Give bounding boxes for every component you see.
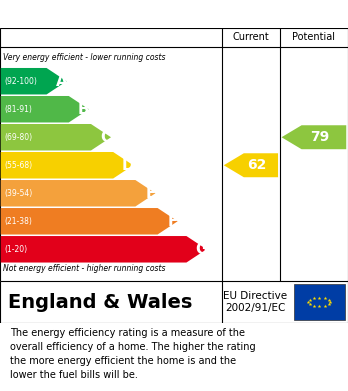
Polygon shape [1,152,133,179]
Text: EU Directive
2002/91/EC: EU Directive 2002/91/EC [223,291,287,313]
Text: England & Wales: England & Wales [8,292,192,312]
Text: 79: 79 [310,130,330,144]
Text: 62: 62 [247,158,267,172]
Text: (21-38): (21-38) [4,217,32,226]
Text: (69-80): (69-80) [4,133,32,142]
Text: F: F [167,214,178,229]
Text: D: D [122,158,135,173]
Polygon shape [1,68,66,95]
Polygon shape [1,124,111,151]
Polygon shape [1,96,89,122]
Polygon shape [1,208,177,235]
Text: C: C [101,130,112,145]
Text: Current: Current [232,32,269,43]
Text: (55-68): (55-68) [4,161,32,170]
Text: Very energy efficient - lower running costs: Very energy efficient - lower running co… [3,53,166,62]
Text: A: A [56,74,68,89]
Text: Energy Efficiency Rating: Energy Efficiency Rating [10,5,239,23]
Text: The energy efficiency rating is a measure of the
overall efficiency of a home. T: The energy efficiency rating is a measur… [10,328,256,380]
Bar [294,284,345,319]
Polygon shape [282,125,346,149]
Text: E: E [145,186,156,201]
Text: Potential: Potential [292,32,335,43]
Text: G: G [195,242,208,257]
Text: (1-20): (1-20) [4,245,27,254]
Text: B: B [78,102,90,117]
Text: Not energy efficient - higher running costs: Not energy efficient - higher running co… [3,264,166,273]
Polygon shape [1,180,156,206]
Text: (92-100): (92-100) [4,77,37,86]
Text: (81-91): (81-91) [4,105,32,114]
Polygon shape [1,236,206,262]
Polygon shape [224,153,278,177]
Text: (39-54): (39-54) [4,189,32,198]
